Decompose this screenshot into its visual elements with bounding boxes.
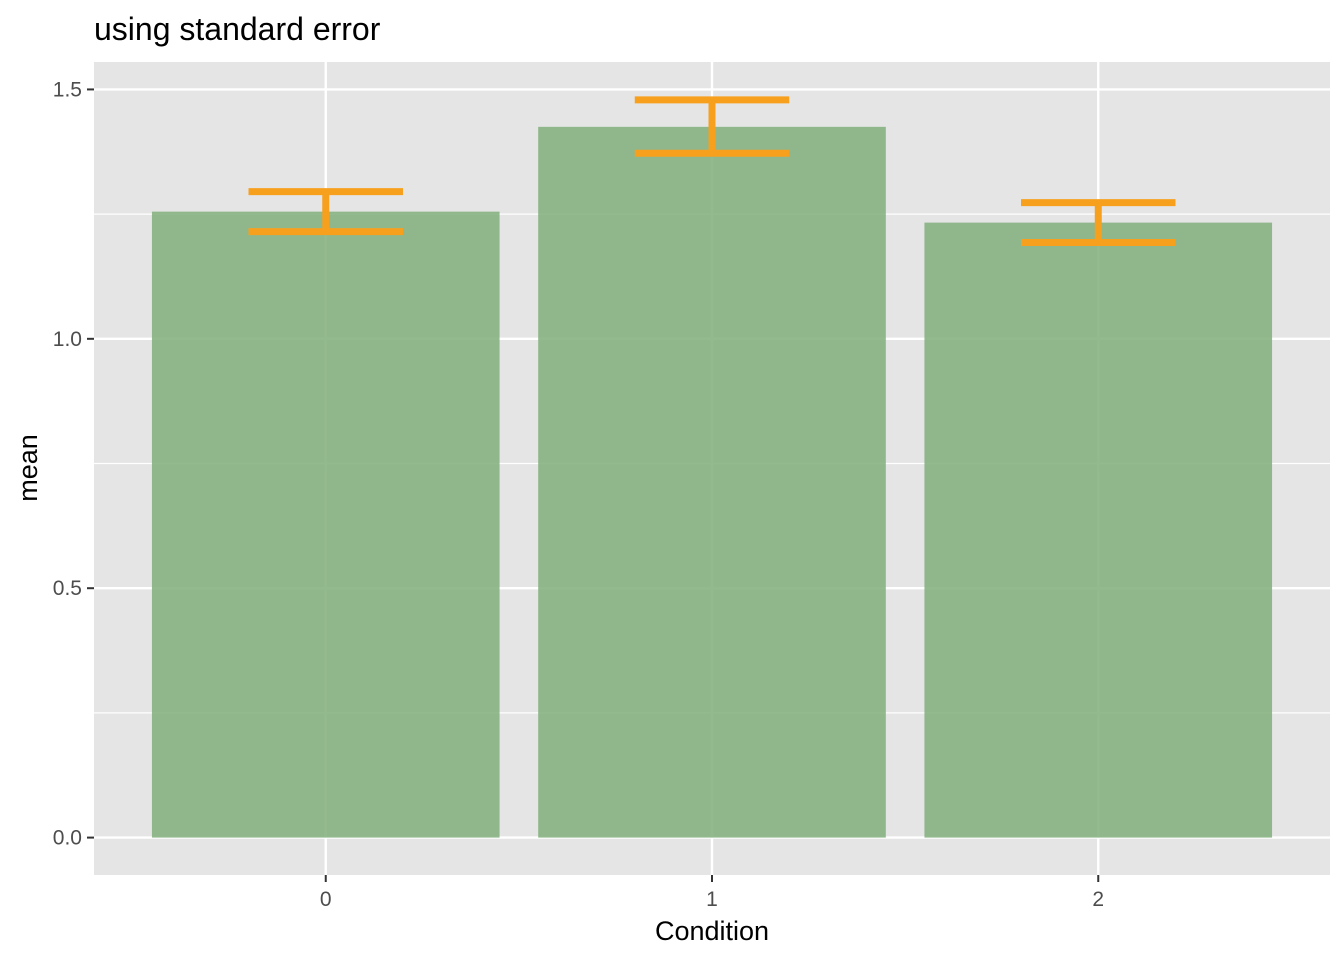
x-axis-title: Condition [655, 916, 769, 946]
y-tick-label: 0.0 [53, 827, 82, 850]
bar [924, 222, 1273, 838]
y-tick-label: 1.5 [53, 78, 82, 101]
bar [151, 211, 500, 838]
bars [151, 126, 1273, 838]
x-tick-label: 0 [320, 888, 332, 911]
error-bars [248, 96, 1176, 247]
y-tick-label: 1.0 [53, 328, 82, 351]
x-axis: 0 1 2 [320, 875, 1104, 911]
bar [538, 126, 886, 838]
y-tick-label: 0.5 [53, 577, 82, 600]
y-axis: 0.0 0.5 1.0 1.5 [53, 78, 94, 850]
x-tick-label: 1 [706, 888, 718, 911]
y-axis-title: mean [13, 434, 43, 502]
chart-title: using standard error [94, 11, 381, 47]
x-tick-label: 2 [1092, 888, 1104, 911]
